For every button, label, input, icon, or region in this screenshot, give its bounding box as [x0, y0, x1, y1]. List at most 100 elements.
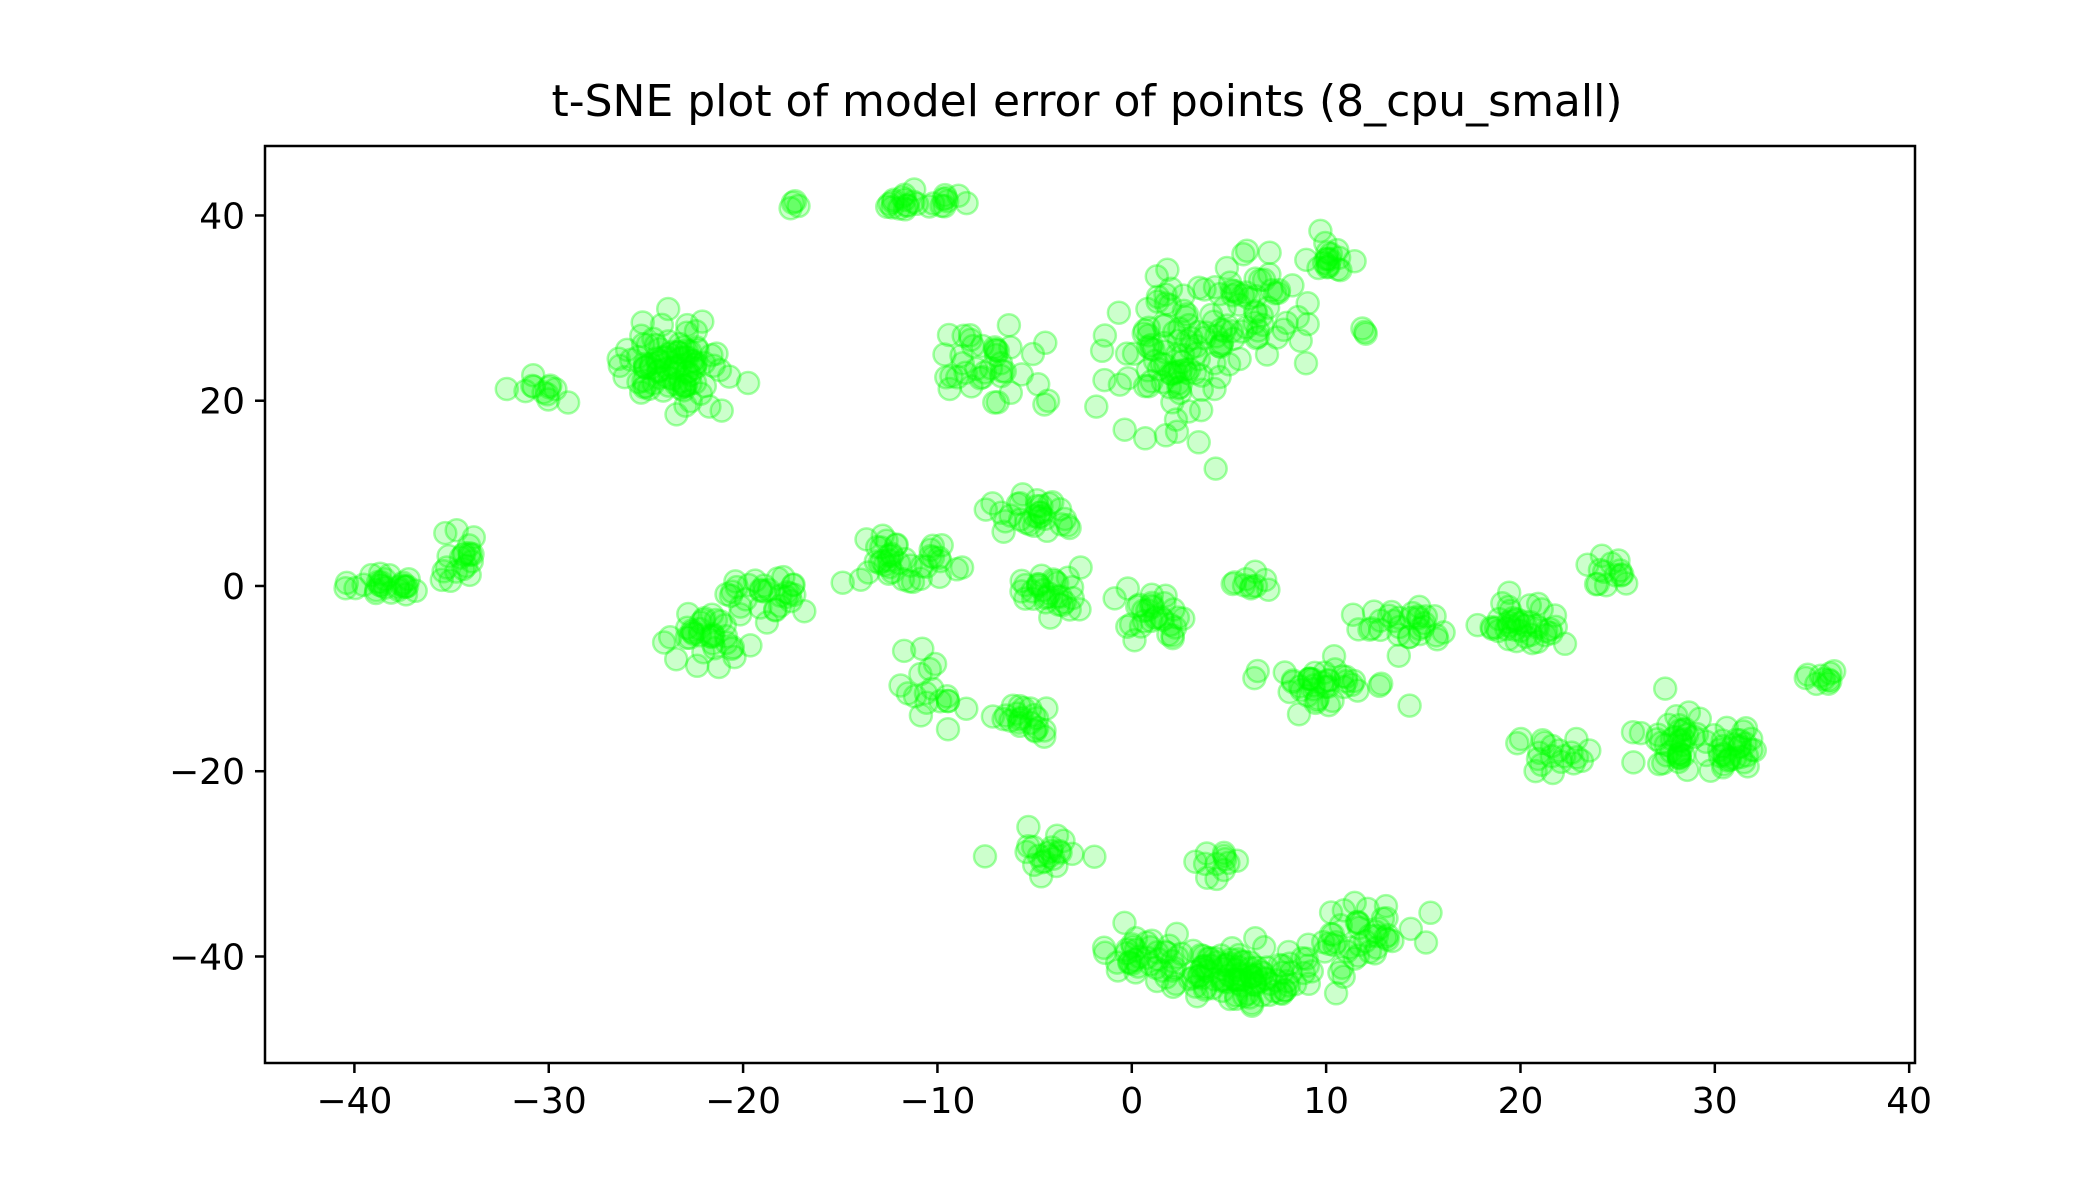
scatter-point-302: [935, 688, 961, 714]
scatter-point-829: [1742, 738, 1768, 763]
scatter-point-730: [1529, 597, 1554, 622]
scatter-point-918: [1169, 941, 1194, 967]
scatter-point-676: [1304, 688, 1330, 713]
scatter-point-1012: [1237, 961, 1263, 987]
scatter-point-427: [1128, 614, 1154, 639]
scatter-point-975: [1165, 944, 1190, 970]
scatter-point-733: [1518, 622, 1544, 647]
scatter-point-242: [756, 577, 782, 603]
scatter-point-115: [701, 353, 726, 378]
scatter-point-457: [1138, 336, 1163, 361]
scatter-point-1077: [1224, 848, 1250, 873]
scatter-point-389: [1022, 717, 1047, 743]
scatter-point-340: [968, 365, 993, 391]
scatter-point-93: [649, 312, 675, 338]
scatter-point-583: [1207, 281, 1233, 307]
scatter-point-11: [363, 580, 389, 606]
scatter-point-658: [1397, 693, 1422, 718]
scatter-point-629: [1256, 577, 1281, 602]
scatter-point-191: [699, 602, 725, 627]
scatter-point-941: [1226, 942, 1252, 968]
scatter-point-239: [748, 577, 773, 602]
scatter-point-106: [626, 369, 651, 395]
scatter-point-195: [691, 639, 716, 665]
scatter-point-706: [1386, 605, 1412, 631]
scatter-point-781: [1591, 559, 1617, 585]
scatter-point-180: [917, 194, 942, 219]
scatter-point-892: [1180, 938, 1206, 964]
scatter-point-1015: [1272, 978, 1297, 1003]
scatter-point-675: [1333, 669, 1359, 694]
scatter-point-639: [1316, 692, 1342, 718]
scatter-point-868: [1016, 833, 1041, 859]
scatter-point-598: [1230, 283, 1256, 308]
scatter-point-405: [1059, 574, 1085, 600]
scatter-point-446: [1131, 598, 1156, 624]
scatter-point-520: [1131, 321, 1156, 346]
scatter-point-722: [1506, 611, 1532, 636]
scatter-point-592: [1198, 302, 1224, 328]
scatter-point-900: [1123, 926, 1149, 951]
scatter-point-783: [1668, 727, 1693, 753]
scatter-point-1069: [1204, 866, 1229, 892]
scatter-point-235: [748, 595, 773, 620]
scatter-point-500: [1136, 373, 1162, 399]
scatter-point-825: [1711, 752, 1736, 777]
scatter-point-691: [1379, 599, 1404, 625]
scatter-point-1038: [1334, 939, 1360, 964]
scatter-point-127: [707, 357, 733, 383]
scatter-point-940: [1196, 946, 1221, 971]
scatter-point-105: [671, 378, 696, 403]
scatter-point-430: [1115, 614, 1140, 639]
scatter-point-689: [1398, 605, 1423, 631]
scatter-point-771: [1608, 563, 1634, 588]
scatter-point-82: [682, 352, 707, 378]
scatter-point-938: [1254, 955, 1279, 980]
scatter-point-317: [950, 351, 975, 376]
scatter-point-352: [1007, 507, 1033, 532]
scatter-point-788: [1666, 749, 1691, 775]
scatter-point-494: [1132, 373, 1158, 399]
scatter-point-774: [1613, 571, 1639, 596]
scatter-point-768: [1575, 552, 1600, 577]
scatter-point-16: [351, 572, 376, 598]
x-tick-label: −20: [705, 1081, 781, 1122]
scatter-point-546: [1084, 394, 1109, 419]
scatter-point-99: [644, 346, 669, 371]
scatter-point-608: [1314, 247, 1339, 272]
scatter-point-537: [1155, 257, 1180, 283]
scatter-point-501: [1158, 276, 1184, 301]
scatter-point-493: [1092, 323, 1118, 348]
scatter-point-48: [521, 374, 546, 399]
scatter-point-873: [1047, 838, 1072, 864]
scatter-point-129: [638, 355, 664, 381]
scatter-point-1: [365, 569, 391, 595]
scatter-point-485: [1202, 376, 1227, 402]
scatter-point-398: [1013, 586, 1038, 611]
scatter-point-801: [1671, 743, 1696, 768]
scatter-point-15: [369, 573, 394, 598]
scatter-point-817: [1664, 703, 1689, 729]
scatter-point-574: [1242, 310, 1267, 335]
scatter-point-1006: [1210, 978, 1235, 1004]
scatter-point-778: [1606, 548, 1631, 573]
scatter-point-822: [1727, 733, 1753, 759]
scatter-point-684: [1407, 616, 1432, 642]
scatter-point-720: [1479, 614, 1504, 640]
scatter-point-836: [1727, 728, 1753, 753]
scatter-point-178: [892, 187, 917, 213]
scatter-point-91: [663, 353, 688, 379]
scatter-point-649: [1341, 668, 1367, 694]
scatter-point-967: [1228, 968, 1253, 993]
scatter-point-303: [888, 673, 913, 698]
scatter-point-616: [1316, 252, 1341, 278]
scatter-point-245: [752, 579, 777, 604]
scatter-point-732: [1513, 624, 1538, 649]
scatter-point-883: [1044, 853, 1069, 879]
scatter-point-1035: [1413, 930, 1439, 955]
scatter-point-177: [880, 195, 905, 220]
scatter-point-513: [1192, 325, 1218, 351]
scatter-point-823: [1715, 748, 1740, 773]
scatter-point-964: [1217, 963, 1242, 988]
scatter-point-806: [1662, 724, 1688, 750]
